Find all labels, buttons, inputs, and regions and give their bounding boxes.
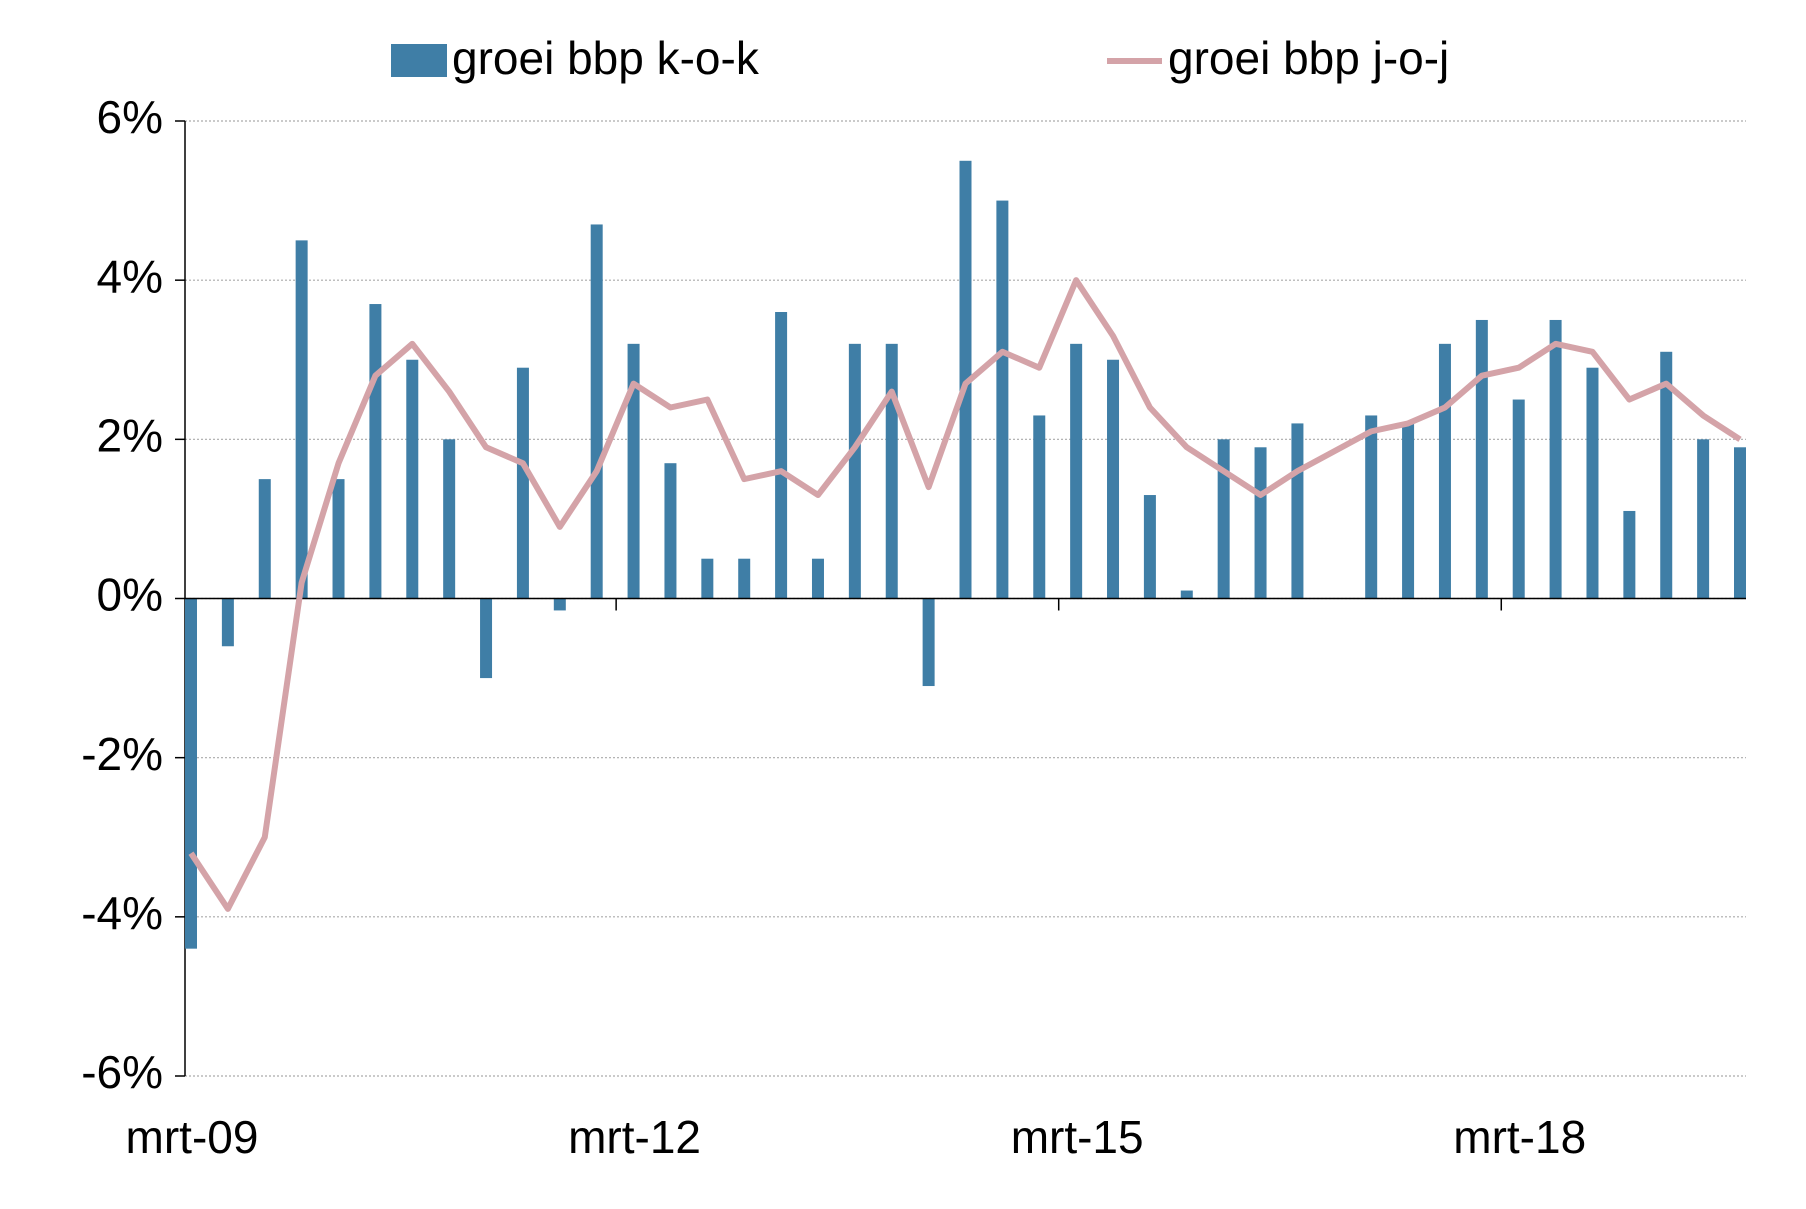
y-tick-label: -2% <box>81 728 163 780</box>
bar <box>1107 359 1120 599</box>
bar <box>185 598 197 949</box>
bar <box>480 598 493 679</box>
bar <box>627 343 640 599</box>
bar <box>1254 447 1267 599</box>
bar <box>516 367 529 599</box>
x-tick-label: mrt-15 <box>1011 1111 1144 1163</box>
y-tick-label: 2% <box>97 409 163 461</box>
y-tick-label: -6% <box>81 1046 163 1098</box>
bar <box>848 343 861 599</box>
bar <box>258 479 271 599</box>
bar <box>1438 343 1451 599</box>
bar <box>885 343 898 599</box>
bar <box>1143 495 1156 599</box>
bar <box>1180 590 1193 599</box>
x-tick-label: mrt-09 <box>126 1111 259 1163</box>
bar <box>1734 447 1746 599</box>
bar <box>1070 343 1083 599</box>
x-tick-label: mrt-12 <box>568 1111 701 1163</box>
y-tick-label: 4% <box>97 250 163 302</box>
bar <box>1291 423 1304 599</box>
bar <box>443 439 456 599</box>
bar <box>332 479 345 599</box>
bar <box>1402 423 1415 599</box>
bar <box>553 598 566 611</box>
bar <box>369 304 382 599</box>
bar <box>1365 415 1378 599</box>
legend-label: groei bbp k-o-k <box>452 32 760 84</box>
legend-label: groei bbp j-o-j <box>1168 32 1449 84</box>
bar <box>959 160 972 599</box>
bar <box>590 224 603 599</box>
bar <box>996 200 1009 599</box>
bar <box>1660 351 1673 599</box>
y-tick-label: 0% <box>97 569 163 621</box>
x-tick-label: mrt-18 <box>1453 1111 1586 1163</box>
bar <box>775 312 788 599</box>
bar <box>922 598 935 687</box>
bar <box>295 240 308 599</box>
line <box>188 277 1742 912</box>
bar <box>738 558 751 599</box>
y-tick-label: -4% <box>81 887 163 939</box>
bar <box>1217 439 1230 599</box>
y-tick-label: 6% <box>97 91 163 143</box>
bar <box>1549 319 1562 599</box>
bar <box>1512 399 1525 599</box>
bar <box>1033 415 1046 599</box>
bar <box>221 598 234 647</box>
bar <box>811 558 824 599</box>
bar <box>406 359 419 599</box>
bar <box>1475 319 1488 599</box>
bar <box>1697 439 1710 599</box>
legend-swatch <box>391 44 447 77</box>
bar <box>664 463 677 599</box>
bar <box>1586 367 1599 599</box>
bar <box>1623 510 1636 599</box>
bar <box>701 558 714 599</box>
